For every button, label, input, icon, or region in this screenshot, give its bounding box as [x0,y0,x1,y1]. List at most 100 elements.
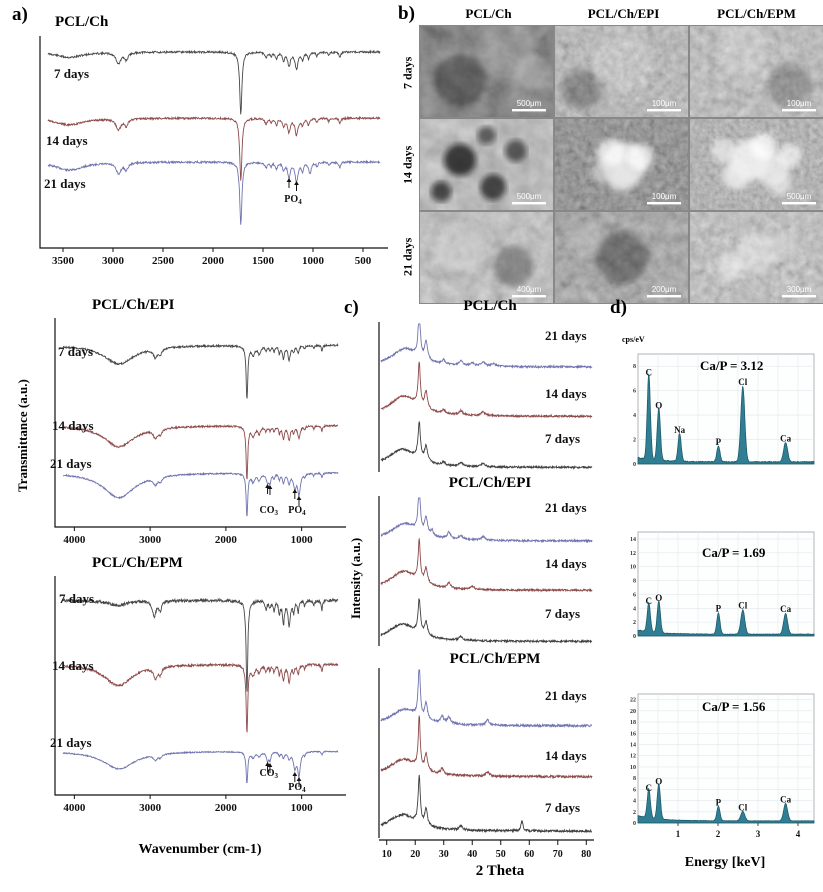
sem-feature [443,143,476,176]
chart-text: 14 [630,537,636,543]
sem-row-label-0: 7 days [400,56,415,90]
xrd-0-series-1 [380,361,593,419]
eds-1-spectrum [637,600,815,637]
chart-text: 7 days [545,606,580,621]
chart-text: 18 [630,720,636,726]
sem-feature [591,32,652,93]
chart-text: 40 [467,849,477,860]
xrd-1-series-0 [380,497,593,544]
eds-chart-2: 0 2 4 6 8 10 12 14 16 18 20 22 C O P Cl Ca 1 2 3 4 [622,686,820,846]
xrd-title-2: PCL/Ch/EPM [449,651,541,667]
chart-text: 3 [756,829,761,839]
chart-text: PO4 [288,505,306,517]
xrd-chart: 21 days 14 days 7 days 21 days 14 days 7 days… [365,310,600,872]
chart-text: 4 [633,799,636,805]
chart-text: P [716,604,722,614]
chart-text: 1000 [291,534,314,546]
chart-text: 7 days [58,344,93,359]
chart-text: 500 [355,255,372,267]
chart-text: 10 [382,849,392,860]
chart-text: O [655,400,662,410]
chart-text: 2000 [215,534,238,546]
chart-text: 3000 [139,534,162,546]
chart-text: 30 [439,849,449,860]
eds-x-axis-label: Energy [keV] [684,855,766,870]
xrd-plot: 21 days 14 days 7 days 21 days 14 days 7 days… [378,322,594,860]
sem-feature [433,54,486,107]
chart-text: 3000 [139,802,162,814]
ftir-x-axis-label: Wavenumber (cm-1) [138,842,262,857]
ftir-1-series-2 [62,471,339,517]
chart-text: PO4 [288,782,306,794]
eds-ratio-0: Ca/P = 3.12 [700,358,764,373]
scale-bar [512,109,546,112]
sem-feature [722,161,751,190]
ftir-1-series-0 [63,342,339,399]
sem-image-0-2: 100μm [689,25,823,118]
scale-bar-label: 300μm [787,285,812,294]
chart-text: 6 [633,592,636,598]
scale-bar [782,202,816,205]
scale-bar-label: 100μm [652,99,677,108]
sem-image-2-2: 300μm [689,211,823,304]
chart-text: Cl [738,601,747,611]
xrd-x-axis-label: 2 Theta [475,863,525,879]
chart-text: 14 days [545,386,587,401]
sem-feature [750,133,777,160]
sem-image-1-0: 500μm [419,118,554,211]
eds-2-spectrum [637,782,815,824]
sem-image-0-0: 500μm [419,25,554,118]
chart-text: 2 [633,810,636,816]
eds-chart-0: 0 2 4 6 8 C O Na P Cl Ca [622,346,820,472]
sem-col-header-1: PCL/Ch/EPI [587,6,660,21]
sem-col-header-0: PCL/Ch [465,6,512,21]
ftir-chart-1: 4000 3000 2000 1000 7 days 14 days 21 days CO3 P… [45,312,350,554]
chart-text: 6 [633,787,636,793]
chart-text: 2000 [215,802,238,814]
chart-text: 14 days [545,748,587,763]
sem-feature [777,143,802,168]
chart-text: 4 [796,829,801,839]
xrd-0-series-0 [380,323,593,370]
sem-feature [627,144,654,171]
chart-text: 1000 [291,802,314,814]
ftir-chart-2: 4000 3000 2000 1000 7 days 14 days 21 days CO3 P… [45,570,350,822]
chart-text: 4 [633,606,636,612]
chart-text: 1000 [302,255,325,267]
scale-bar [647,109,681,112]
chart-text: P [716,797,722,807]
chart-text: 10 [630,765,636,771]
scale-bar-label: 500μm [517,99,542,108]
scale-bar [512,202,546,205]
chart-text: Na [674,425,685,435]
scale-bar [647,295,681,298]
chart-text: 8 [633,776,636,782]
chart-text: 21 days [545,500,587,515]
chart-text: 21 days [50,735,92,750]
ftir-1-series-1 [62,423,339,480]
ftir-0-series-1 [47,115,381,181]
xrd-title-1: PCL/Ch/EPI [448,475,532,491]
sem-feature [591,160,614,183]
scale-bar [512,295,546,298]
eds-ratio-2: Ca/P = 1.56 [702,699,766,714]
chart-text: 4 [633,413,636,419]
chart-text: 3000 [102,255,125,267]
panel-b-label: b) [398,3,415,24]
chart-text: 6 [633,389,636,395]
ftir-plot-0: 3500 3000 2500 2000 1500 1000 500 7 days 14 days… [39,36,388,267]
chart-text: Ca [780,795,791,805]
sem-feature [572,223,605,256]
sem-col-header-2: PCL/Ch/EPM [717,6,796,21]
chart-text: Ca [780,433,791,443]
xrd-2-series-0 [380,669,593,729]
sem-feature [608,166,635,193]
chart-text: 14 days [52,418,94,433]
sem-image-2-0: 400μm [419,211,554,304]
panel-a-label: a) [12,4,28,25]
ftir-title-2: PCL/Ch/EPM [92,555,183,571]
sem-feature [493,246,534,287]
sem-feature [515,53,552,90]
scale-bar-label: 200μm [652,285,677,294]
